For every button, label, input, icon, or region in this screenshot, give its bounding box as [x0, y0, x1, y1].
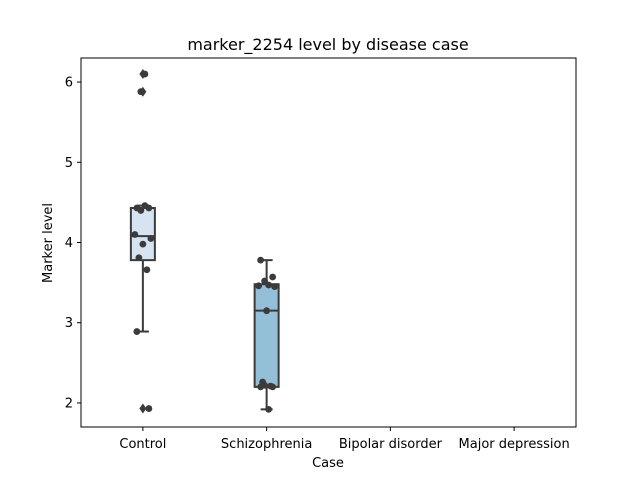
x-tick-label: Control: [119, 437, 166, 452]
plot-area: 2 3 4 5 6 Control Schizophrenia Bipolar disorde…: [65, 57, 577, 452]
y-axis-label: Marker level: [41, 203, 56, 283]
data-point: [261, 381, 269, 389]
data-point: [141, 70, 149, 78]
data-point: [141, 202, 149, 210]
data-point: [133, 328, 141, 335]
x-tick-label: Schizophrenia: [221, 437, 312, 452]
data-point: [265, 405, 273, 413]
chart-title: marker_2254 level by disease case: [187, 35, 468, 55]
data-point: [135, 254, 143, 262]
box-schizophrenia: [253, 283, 280, 388]
y-tick-label: 4: [65, 236, 73, 251]
data-point: [271, 283, 279, 291]
data-point: [269, 383, 277, 391]
data-point: [269, 273, 277, 281]
x-axis-label: Case: [312, 456, 344, 471]
y-tick-label: 2: [65, 396, 73, 411]
y-tick-label: 6: [65, 76, 73, 91]
data-point: [257, 256, 265, 264]
data-point: [137, 88, 145, 96]
data-point: [137, 207, 145, 214]
data-point: [265, 281, 273, 289]
data-point: [145, 405, 153, 412]
outlier-marker: [139, 403, 147, 414]
data-point: [143, 266, 151, 274]
data-point: [131, 231, 139, 238]
x-tick-label: Major depression: [459, 437, 570, 452]
data-point: [139, 240, 147, 248]
data-point: [263, 307, 271, 315]
data-point: [147, 235, 155, 242]
x-tick-label: Bipolar disorder: [339, 437, 443, 452]
y-tick-label: 5: [65, 156, 73, 171]
y-tick-label: 3: [65, 316, 73, 331]
data-point: [255, 282, 263, 290]
